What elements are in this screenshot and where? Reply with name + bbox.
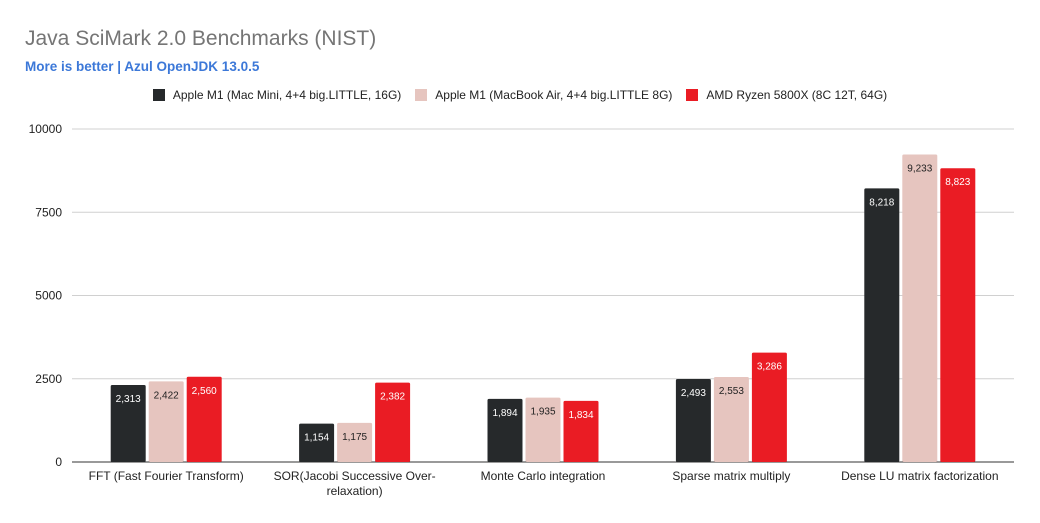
bar: [487, 398, 523, 462]
y-tick-label: 0: [55, 455, 62, 469]
legend-label: AMD Ryzen 5800X (8C 12T, 64G): [706, 88, 888, 102]
legend: Apple M1 (Mac Mini, 4+4 big.LITTLE, 16G)…: [0, 88, 1040, 102]
category-label: Sparse matrix multiply: [672, 469, 790, 483]
data-label: 8,218: [869, 197, 894, 208]
y-tick-label: 2500: [35, 372, 62, 386]
legend-label: Apple M1 (Mac Mini, 4+4 big.LITTLE, 16G): [172, 88, 402, 102]
bar: [751, 352, 787, 462]
bar: [902, 154, 938, 462]
bar: [525, 397, 561, 462]
bar: [563, 400, 599, 462]
legend-item: AMD Ryzen 5800X (8C 12T, 64G): [686, 88, 887, 102]
data-label: 1,834: [568, 410, 593, 421]
data-label: 1,935: [530, 407, 555, 418]
data-label: 1,894: [492, 408, 517, 419]
data-label: 2,422: [154, 390, 179, 401]
data-label: 3,286: [757, 362, 782, 373]
bar: [337, 422, 373, 462]
data-label: 2,560: [192, 386, 217, 397]
y-tick-label: 7500: [35, 205, 62, 219]
data-label: 1,154: [304, 433, 329, 444]
bar: [864, 188, 900, 462]
bar: [375, 382, 411, 462]
chart-subtitle: More is better | Azul OpenJDK 13.0.5: [25, 59, 260, 74]
legend-item: Apple M1 (Mac Mini, 4+4 big.LITTLE, 16G): [152, 88, 402, 102]
bar: [299, 423, 335, 462]
bar: [186, 376, 222, 462]
bar: [675, 378, 711, 462]
legend-swatch: [415, 89, 428, 101]
bar: [713, 376, 749, 462]
data-label: 9,233: [907, 164, 932, 175]
data-label: 2,313: [116, 394, 141, 405]
category-label: SOR(Jacobi Successive Over-: [274, 469, 436, 483]
data-label: 1,175: [342, 432, 367, 443]
data-label: 2,553: [719, 386, 744, 397]
category-label: Dense LU matrix factorization: [841, 469, 998, 483]
data-label: 8,823: [945, 177, 970, 188]
data-label: 2,382: [380, 392, 405, 403]
data-label: 2,493: [681, 388, 706, 399]
legend-item: Apple M1 (MacBook Air, 4+4 big.LITTLE 8G…: [415, 88, 672, 102]
legend-label: Apple M1 (MacBook Air, 4+4 big.LITTLE 8G…: [435, 88, 673, 102]
y-tick-label: 10000: [29, 122, 63, 136]
bar: [148, 381, 184, 462]
legend-swatch: [152, 89, 165, 101]
category-label: relaxation): [327, 484, 383, 498]
chart-title: Java SciMark 2.0 Benchmarks (NIST): [25, 27, 377, 50]
legend-swatch: [686, 89, 699, 101]
bar: [110, 384, 146, 462]
bar: [940, 168, 976, 463]
category-label: Monte Carlo integration: [481, 469, 606, 483]
y-tick-label: 5000: [35, 289, 62, 303]
category-label: FFT (Fast Fourier Transform): [89, 469, 244, 483]
